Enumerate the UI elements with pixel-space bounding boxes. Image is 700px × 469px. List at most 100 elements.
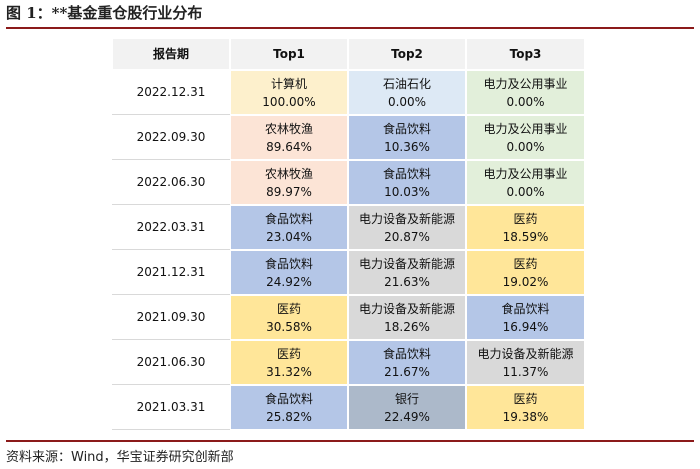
sector-cell: 食品饮料 25.82% (230, 385, 348, 430)
date-cell: 2021.03.31 (112, 385, 230, 430)
date: 2022.09.30 (136, 130, 206, 144)
sector-name: 农林牧渔 (264, 121, 313, 136)
sector-name: 石油石化 (382, 76, 431, 91)
sector-cell: 食品饮料 16.94% (466, 295, 585, 340)
sector-share: 21.63% (384, 274, 430, 289)
sector-share: 18.26% (384, 319, 430, 334)
header-cell: Top2 (348, 38, 466, 70)
sector-name: 电力设备及新能源 (358, 301, 455, 316)
header-text: Top3 (509, 47, 542, 61)
sector-share: 19.02% (502, 274, 549, 289)
sector-share: 23.04% (266, 229, 312, 244)
sector-cell: 医药 19.38% (466, 385, 585, 430)
sector-name: 电力设备及新能源 (477, 346, 574, 361)
date: 2021.12.31 (136, 265, 206, 279)
date-cell: 2022.06.30 (112, 160, 230, 205)
sector-share: 10.03% (384, 184, 430, 199)
sector-name: 医药 (513, 391, 538, 406)
sector-name: 计算机 (270, 76, 307, 91)
sector-cell: 电力设备及新能源 18.26% (348, 295, 466, 340)
sector-share: 11.37% (502, 364, 549, 379)
date-cell: 2021.09.30 (112, 295, 230, 340)
sector-cell: 计算机 100.00% (230, 70, 348, 115)
date: 2022.12.31 (136, 85, 206, 99)
sector-share: 0.00% (506, 94, 545, 109)
sector-name: 食品饮料 (264, 211, 313, 226)
sector-share: 31.32% (266, 364, 312, 379)
date-cell: 2021.06.30 (112, 340, 230, 385)
sector-cell: 电力设备及新能源 20.87% (348, 205, 466, 250)
header-cell: Top3 (466, 38, 585, 70)
date-cell: 2022.03.31 (112, 205, 230, 250)
sector-name: 医药 (513, 211, 538, 226)
sector-cell: 医药 30.58% (230, 295, 348, 340)
sector-cell: 石油石化 0.00% (348, 70, 466, 115)
sector-share: 89.64% (266, 139, 312, 154)
sector-cell: 食品饮料 21.67% (348, 340, 466, 385)
date-cell: 2022.12.31 (112, 70, 230, 115)
sector-cell: 电力及公用事业 0.00% (466, 70, 585, 115)
sector-cell: 电力及公用事业 0.00% (466, 115, 585, 160)
sector-name: 食品饮料 (264, 256, 313, 271)
sector-cell: 电力及公用事业 0.00% (466, 160, 585, 205)
sector-name: 食品饮料 (382, 166, 431, 181)
title-rule (6, 27, 694, 29)
sector-name: 食品饮料 (501, 301, 550, 316)
sector-cell: 医药 31.32% (230, 340, 348, 385)
date: 2021.09.30 (136, 310, 206, 324)
footer-rule (6, 440, 694, 442)
sector-share: 25.82% (266, 409, 312, 424)
sector-cell: 电力设备及新能源 21.63% (348, 250, 466, 295)
sector-name: 食品饮料 (264, 391, 313, 406)
sector-name: 电力设备及新能源 (358, 211, 455, 226)
sector-name: 食品饮料 (382, 121, 431, 136)
sector-share: 19.38% (502, 409, 549, 424)
date: 2021.06.30 (136, 355, 206, 369)
sector-share: 21.67% (384, 364, 430, 379)
sector-share: 89.97% (266, 184, 312, 199)
sector-cell: 食品饮料 10.03% (348, 160, 466, 205)
sector-share: 0.00% (506, 184, 545, 199)
sector-name: 电力及公用事业 (483, 76, 568, 91)
sector-share: 16.94% (502, 319, 549, 334)
header-text: Top2 (391, 47, 423, 61)
sector-cell: 医药 19.02% (466, 250, 585, 295)
sector-name: 电力及公用事业 (483, 121, 568, 136)
sector-name: 医药 (276, 346, 301, 361)
date: 2022.06.30 (136, 175, 206, 189)
sector-cell: 食品饮料 24.92% (230, 250, 348, 295)
source: 资料来源：Wind，华宝证券研究创新部 (6, 450, 234, 465)
sector-share: 22.49% (384, 409, 430, 424)
header-cell: 报告期 (112, 38, 230, 70)
sector-name: 农林牧渔 (264, 166, 313, 181)
date: 2022.03.31 (136, 220, 206, 234)
sector-share: 18.59% (502, 229, 549, 244)
sector-share: 100.00% (262, 94, 316, 109)
header-text: 报告期 (152, 47, 189, 61)
sector-share: 24.92% (266, 274, 312, 289)
sector-cell: 农林牧渔 89.64% (230, 115, 348, 160)
sector-share: 20.87% (384, 229, 430, 244)
sector-name: 医药 (513, 256, 538, 271)
sector-share: 30.58% (266, 319, 312, 334)
sector-cell: 医药 18.59% (466, 205, 585, 250)
sector-share: 10.36% (384, 139, 430, 154)
sector-cell: 食品饮料 23.04% (230, 205, 348, 250)
header-text: Top1 (273, 47, 305, 61)
sector-share: 0.00% (506, 139, 545, 154)
date-cell: 2022.09.30 (112, 115, 230, 160)
header-cell: Top1 (230, 38, 348, 70)
date-cell: 2021.12.31 (112, 250, 230, 295)
sector-cell: 农林牧渔 89.97% (230, 160, 348, 205)
sector-name: 电力设备及新能源 (358, 256, 455, 271)
title: 图 1：**基金重仓股行业分布 (6, 4, 203, 22)
date: 2021.03.31 (136, 400, 206, 414)
sector-name: 食品饮料 (382, 346, 431, 361)
sector-share: 0.00% (387, 94, 427, 109)
sector-name: 电力及公用事业 (483, 166, 568, 181)
sector-cell: 银行 22.49% (348, 385, 466, 430)
sector-cell: 电力设备及新能源 11.37% (466, 340, 585, 385)
sector-name: 银行 (394, 391, 419, 406)
sector-name: 医药 (276, 301, 301, 316)
